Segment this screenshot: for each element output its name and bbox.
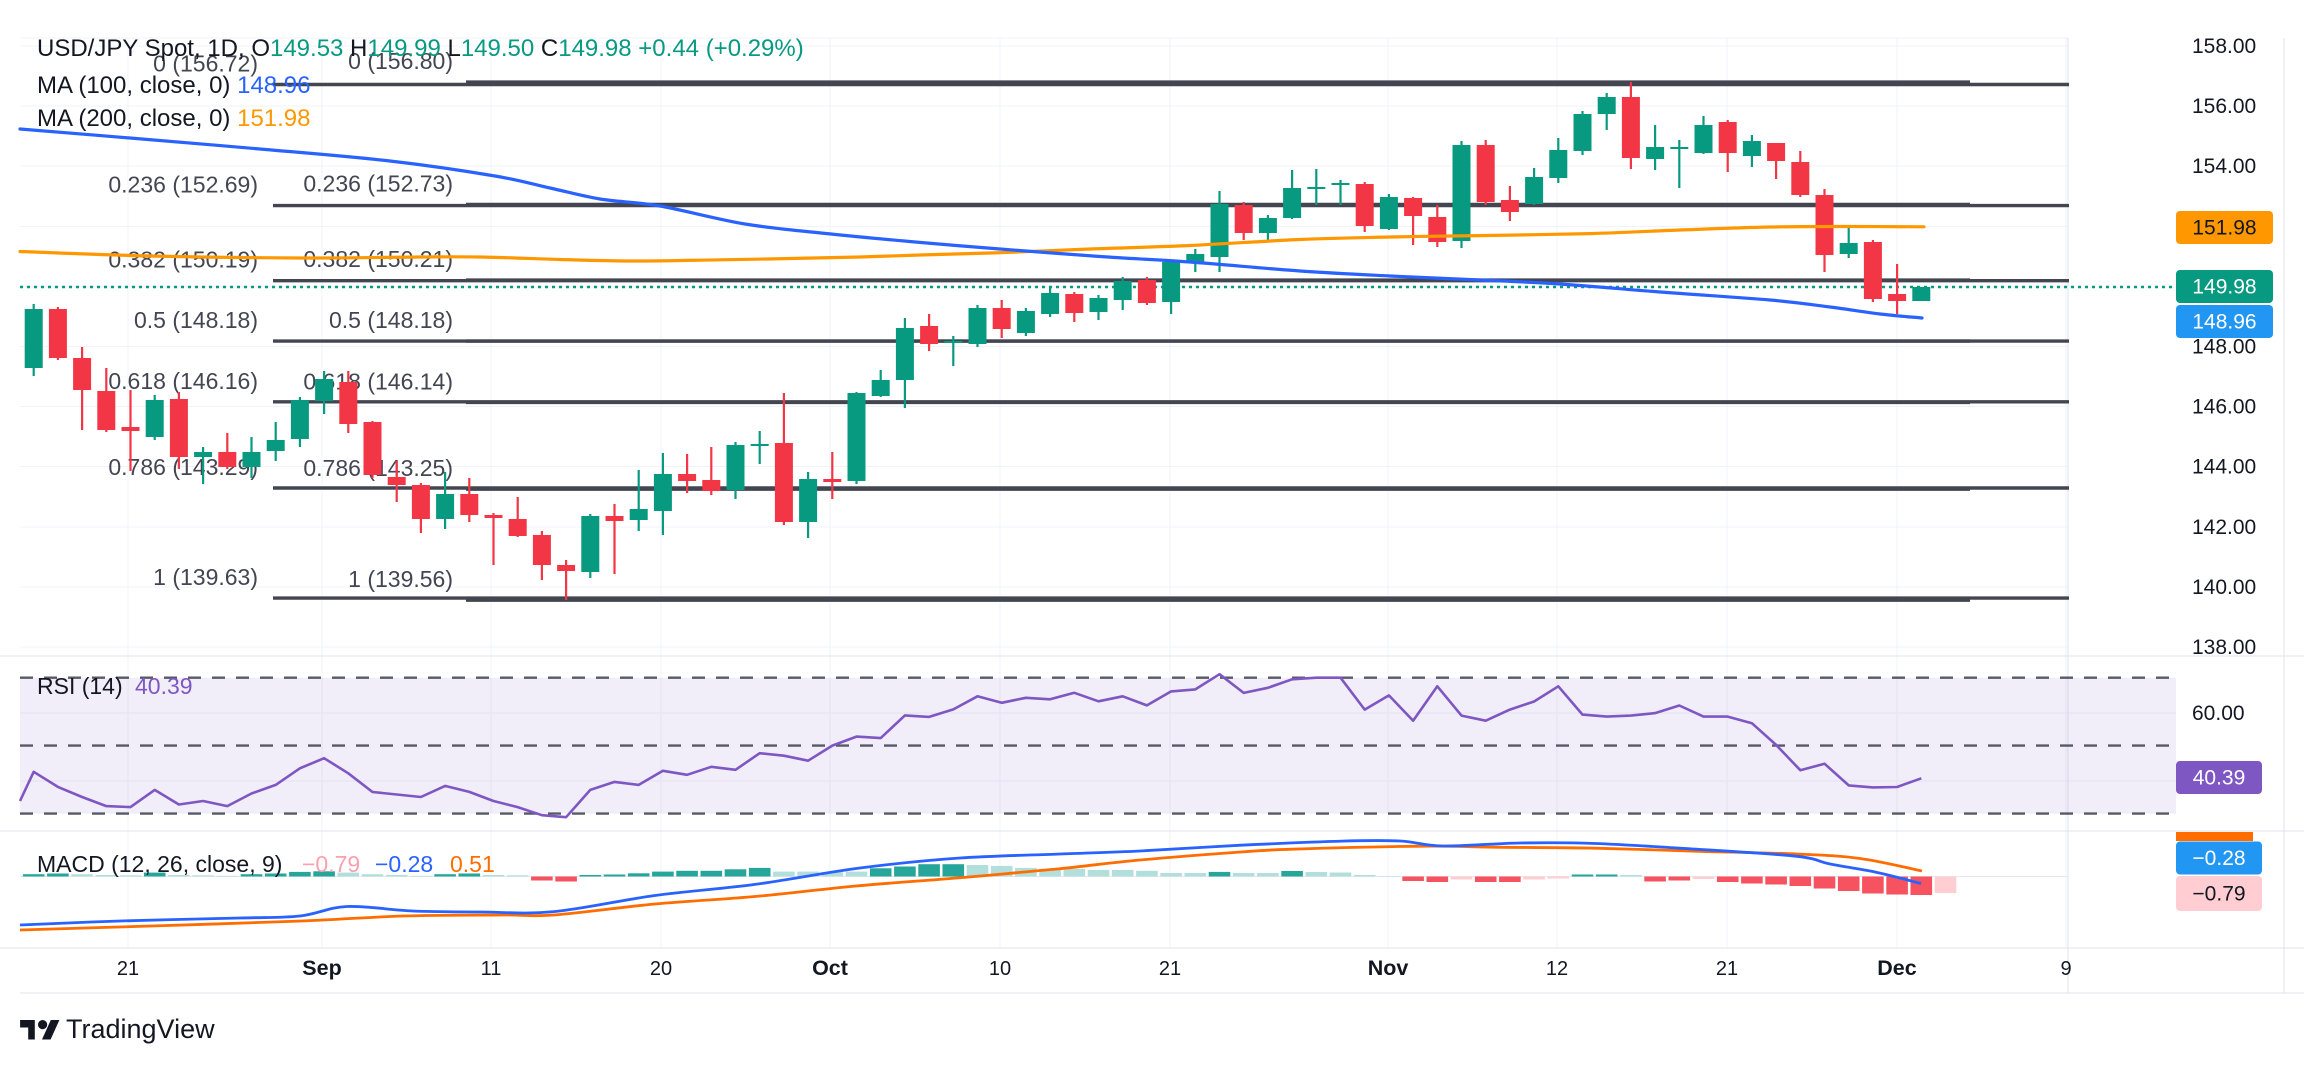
- svg-text:0.236 (152.69): 0.236 (152.69): [108, 172, 258, 198]
- svg-text:60.00: 60.00: [2192, 702, 2245, 725]
- svg-text:USD/JPY Spot, 1D, O149.53 H149: USD/JPY Spot, 1D, O149.53 H149.99 L149.5…: [37, 35, 804, 62]
- svg-text:0 (156.72): 0 (156.72): [153, 51, 258, 77]
- svg-text:Sep: Sep: [302, 956, 341, 980]
- svg-text:−0.79: −0.79: [2192, 883, 2245, 906]
- svg-text:21: 21: [117, 958, 139, 980]
- svg-text:21: 21: [1716, 958, 1738, 980]
- svg-text:149.98: 149.98: [2192, 276, 2256, 299]
- svg-text:156.00: 156.00: [2192, 95, 2256, 118]
- svg-text:20: 20: [650, 958, 672, 980]
- svg-text:MACD (12, 26, close, 9): MACD (12, 26, close, 9): [37, 851, 282, 877]
- svg-text:1 (139.56): 1 (139.56): [348, 566, 453, 592]
- svg-text:−0.28: −0.28: [375, 851, 433, 877]
- svg-text:0.5 (148.18): 0.5 (148.18): [329, 307, 453, 333]
- svg-text:−0.28: −0.28: [2192, 847, 2245, 870]
- svg-text:0.618 (146.16): 0.618 (146.16): [108, 368, 258, 394]
- svg-text:138.00: 138.00: [2192, 636, 2256, 659]
- svg-text:10: 10: [989, 958, 1011, 980]
- svg-text:11: 11: [481, 958, 502, 980]
- svg-text:1 (139.63): 1 (139.63): [153, 564, 258, 590]
- svg-text:Nov: Nov: [1368, 956, 1409, 980]
- svg-text:21: 21: [1159, 958, 1181, 980]
- svg-text:151.98: 151.98: [2192, 217, 2256, 240]
- svg-text:Oct: Oct: [812, 956, 848, 980]
- svg-text:−0.79: −0.79: [302, 851, 360, 877]
- svg-text:148.96: 148.96: [2192, 311, 2256, 334]
- svg-text:TradingView: TradingView: [66, 1014, 215, 1044]
- svg-text:MA (100, close, 0) 148.96: MA (100, close, 0) 148.96: [37, 72, 311, 99]
- svg-text:0 (156.80): 0 (156.80): [348, 48, 453, 74]
- svg-text:154.00: 154.00: [2192, 155, 2256, 178]
- svg-text:140.00: 140.00: [2192, 576, 2256, 599]
- svg-text:9: 9: [2060, 958, 2071, 980]
- svg-text:158.00: 158.00: [2192, 35, 2256, 58]
- svg-text:144.00: 144.00: [2192, 456, 2256, 479]
- svg-text:0.5 (148.18): 0.5 (148.18): [134, 307, 258, 333]
- svg-text:40.39: 40.39: [2193, 767, 2246, 790]
- svg-text:Dec: Dec: [1877, 956, 1916, 980]
- svg-text:148.00: 148.00: [2192, 336, 2256, 359]
- svg-text:142.00: 142.00: [2192, 516, 2256, 539]
- svg-text:0.236 (152.73): 0.236 (152.73): [303, 170, 453, 196]
- svg-text:12: 12: [1546, 958, 1568, 980]
- svg-text:146.00: 146.00: [2192, 396, 2256, 419]
- svg-text:RSI (14): RSI (14): [37, 673, 123, 699]
- svg-text:40.39: 40.39: [135, 673, 193, 699]
- svg-text:0.51: 0.51: [450, 851, 495, 877]
- svg-text:MA (200, close, 0) 151.98: MA (200, close, 0) 151.98: [37, 105, 311, 132]
- svg-text:0.382 (150.19): 0.382 (150.19): [108, 247, 258, 273]
